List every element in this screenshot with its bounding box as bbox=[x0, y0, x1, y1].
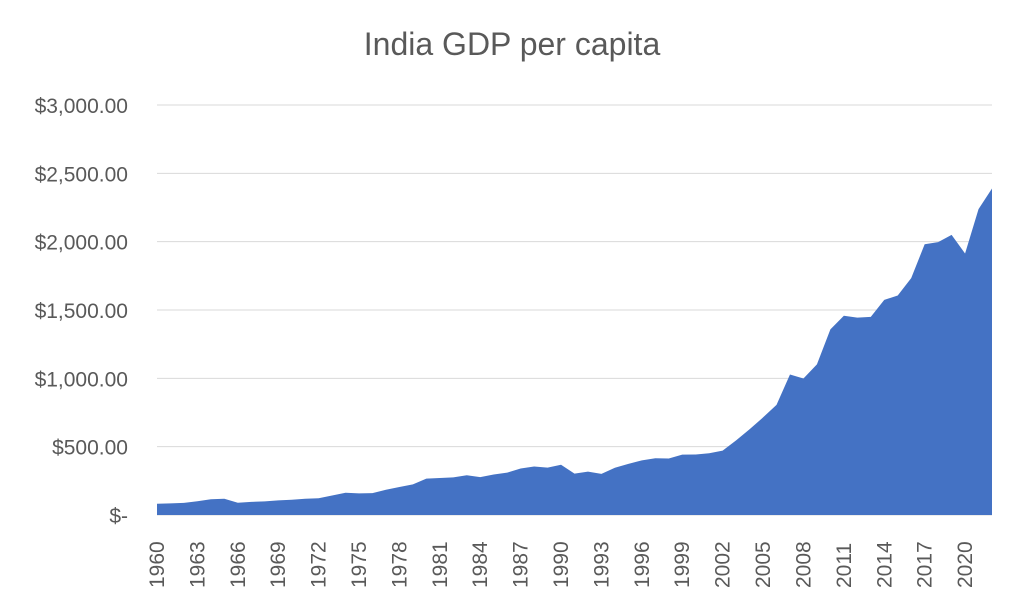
x-tick-label: 1975 bbox=[348, 541, 371, 588]
x-tick-label: 2005 bbox=[752, 541, 775, 588]
x-tick-label: 2008 bbox=[792, 541, 815, 588]
x-tick-label: 2020 bbox=[954, 541, 977, 588]
x-tick-label: 1987 bbox=[510, 541, 533, 588]
x-tick-label: 1960 bbox=[146, 541, 169, 588]
y-tick-label: $1,500.00 bbox=[35, 300, 128, 323]
y-tick-label: $500.00 bbox=[52, 437, 128, 460]
x-tick-label: 1993 bbox=[590, 541, 613, 588]
y-tick-label: $1,000.00 bbox=[35, 368, 128, 391]
chart-title: India GDP per capita bbox=[363, 26, 661, 62]
x-tick-label: 1984 bbox=[469, 541, 492, 588]
y-tick-label: $2,500.00 bbox=[35, 163, 128, 186]
gdp-area bbox=[157, 188, 992, 515]
x-tick-label: 1966 bbox=[227, 541, 250, 588]
x-tick-label: 1990 bbox=[550, 541, 573, 588]
y-tick-label: $2,000.00 bbox=[35, 232, 128, 255]
x-tick-label: 1969 bbox=[267, 541, 290, 588]
x-axis: 1960 1963 1966 1969 1972 1975 1978 1981 1984 1987… bbox=[146, 541, 977, 588]
x-tick-label: 2002 bbox=[712, 541, 735, 588]
x-tick-label: 2017 bbox=[914, 541, 937, 588]
x-tick-label: 1972 bbox=[308, 541, 331, 588]
area-series bbox=[157, 188, 992, 515]
x-tick-label: 1978 bbox=[388, 541, 411, 588]
x-tick-label: 1981 bbox=[429, 541, 452, 588]
x-tick-label: 1996 bbox=[631, 541, 654, 588]
x-tick-label: 2011 bbox=[833, 543, 856, 588]
x-tick-label: 1963 bbox=[186, 541, 209, 588]
x-tick-label: 2014 bbox=[873, 541, 896, 588]
y-axis: $- $500.00 $1,000.00 $1,500.00 $2,000.00 $2,5… bbox=[35, 95, 128, 528]
y-tick-label: $- bbox=[109, 505, 128, 528]
y-tick-label: $3,000.00 bbox=[35, 95, 128, 118]
x-tick-label: 1999 bbox=[671, 541, 694, 588]
